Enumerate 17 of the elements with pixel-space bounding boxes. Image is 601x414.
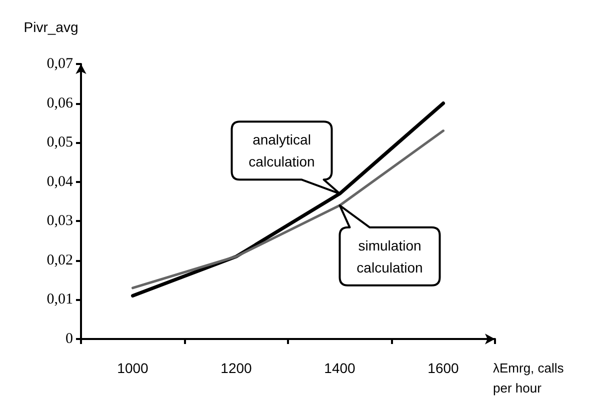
y-axis-title: Pivr_avg <box>24 19 78 35</box>
y-tick-label: 0,01 <box>46 292 73 308</box>
y-tick-label: 0,04 <box>46 174 74 190</box>
y-tick-label: 0,02 <box>46 252 73 268</box>
annotation: analytical calculation <box>248 132 315 170</box>
y-tick-label: 0 <box>66 331 73 347</box>
x-tick-label: 1400 <box>324 360 356 376</box>
annotation: simulation calculation <box>356 237 423 276</box>
x-axis-title: λEmrg, calls per hour <box>493 360 568 396</box>
y-tick-label: 0,07 <box>46 56 74 72</box>
x-tick-label: 1600 <box>428 360 460 376</box>
x-tick-label: 1200 <box>220 360 252 376</box>
y-tick-label: 0,03 <box>46 213 73 230</box>
x-tick-label: 1000 <box>117 360 149 376</box>
y-tick-label: 0,06 <box>46 95 74 112</box>
y-tick-label: 0,05 <box>46 134 73 151</box>
line-series <box>132 130 444 290</box>
